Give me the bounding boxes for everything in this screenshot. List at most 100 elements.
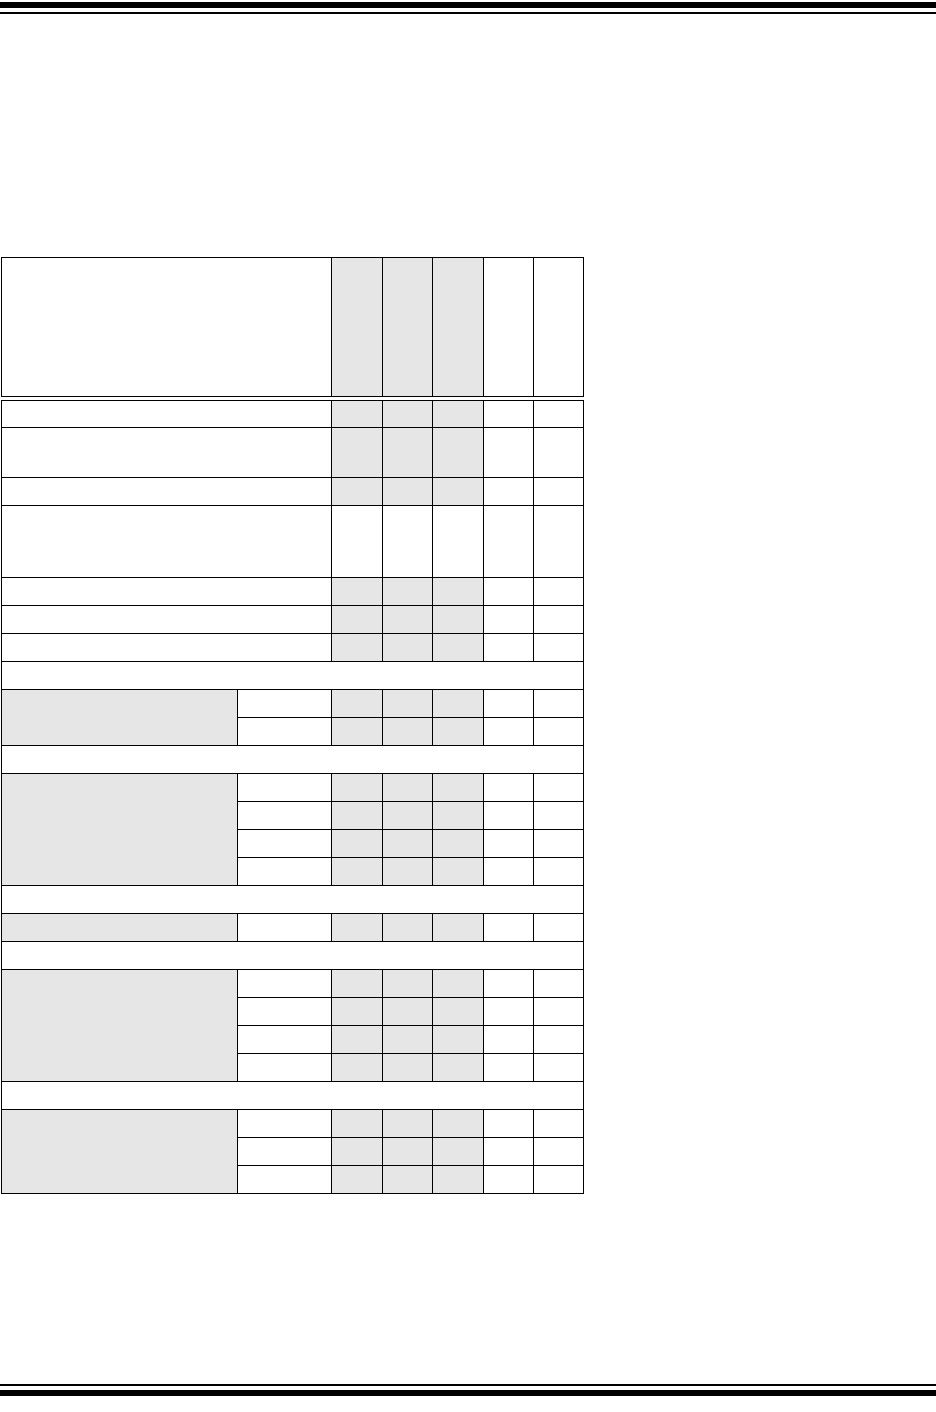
condition-cell (237, 913, 332, 942)
value-cell (483, 1109, 534, 1138)
value-cell (382, 257, 433, 397)
value-cell (483, 997, 534, 1026)
value-cell (331, 1025, 383, 1054)
value-cell (382, 427, 433, 478)
value-cell (432, 997, 484, 1026)
value-cell (382, 913, 433, 942)
value-cell (331, 969, 383, 998)
value-cell (331, 689, 383, 718)
value-cell (331, 605, 383, 634)
value-cell (382, 857, 433, 886)
value-cell (432, 773, 484, 802)
value-cell (533, 605, 584, 634)
value-cell (483, 773, 534, 802)
value-cell (483, 717, 534, 746)
parameter-cell (1, 400, 332, 428)
value-cell (483, 689, 534, 718)
value-cell (483, 505, 534, 578)
value-cell (382, 1137, 433, 1166)
parameter-cell (1, 505, 332, 578)
value-cell (432, 1109, 484, 1138)
value-cell (483, 913, 534, 942)
group-label-cell (1, 773, 238, 886)
condition-cell (237, 829, 332, 858)
value-cell (483, 633, 534, 662)
value-cell (331, 505, 383, 578)
value-cell (331, 1137, 383, 1166)
value-cell (382, 689, 433, 718)
value-cell (483, 1053, 534, 1082)
value-cell (432, 1137, 484, 1166)
condition-cell (237, 773, 332, 802)
value-cell (382, 717, 433, 746)
value-cell (382, 400, 433, 428)
value-cell (432, 829, 484, 858)
value-cell (331, 1165, 383, 1194)
value-cell (533, 427, 584, 478)
value-cell (533, 577, 584, 606)
header-cell (1, 257, 332, 397)
value-cell (331, 997, 383, 1026)
value-cell (533, 857, 584, 886)
value-cell (533, 1025, 584, 1054)
value-cell (483, 1137, 534, 1166)
value-cell (483, 969, 534, 998)
condition-cell (237, 857, 332, 886)
value-cell (432, 1053, 484, 1082)
value-cell (483, 427, 534, 478)
value-cell (432, 717, 484, 746)
value-cell (432, 427, 484, 478)
value-cell (382, 477, 433, 506)
value-cell (382, 773, 433, 802)
value-cell (331, 829, 383, 858)
value-cell (331, 257, 383, 397)
value-cell (331, 717, 383, 746)
value-cell (382, 1109, 433, 1138)
value-cell (382, 577, 433, 606)
value-cell (331, 857, 383, 886)
condition-cell (237, 717, 332, 746)
value-cell (432, 257, 484, 397)
value-cell (533, 969, 584, 998)
value-cell (533, 505, 584, 578)
value-cell (533, 829, 584, 858)
parameter-cell (1, 633, 332, 662)
value-cell (533, 801, 584, 830)
value-cell (432, 969, 484, 998)
group-label-cell (1, 913, 238, 942)
value-cell (533, 257, 584, 397)
value-cell (533, 1165, 584, 1194)
value-cell (533, 400, 584, 428)
value-cell (382, 1165, 433, 1194)
value-cell (533, 1109, 584, 1138)
value-cell (382, 969, 433, 998)
value-cell (483, 400, 534, 428)
value-cell (382, 605, 433, 634)
condition-cell (237, 1053, 332, 1082)
value-cell (533, 717, 584, 746)
value-cell (432, 913, 484, 942)
value-cell (533, 633, 584, 662)
value-cell (331, 633, 383, 662)
condition-cell (237, 1109, 332, 1138)
value-cell (432, 605, 484, 634)
parameter-cell (1, 605, 332, 634)
condition-cell (237, 689, 332, 718)
value-cell (382, 829, 433, 858)
value-cell (331, 427, 383, 478)
section-header-row (1, 745, 584, 774)
condition-cell (237, 1025, 332, 1054)
header-rule-thick (0, 2, 936, 8)
value-cell (331, 801, 383, 830)
value-cell (432, 577, 484, 606)
section-header-row (1, 1081, 584, 1110)
value-cell (432, 1165, 484, 1194)
value-cell (483, 577, 534, 606)
value-cell (432, 505, 484, 578)
value-cell (382, 997, 433, 1026)
value-cell (331, 773, 383, 802)
value-cell (331, 577, 383, 606)
value-cell (533, 997, 584, 1026)
header-rule-thin (0, 12, 936, 14)
value-cell (483, 801, 534, 830)
